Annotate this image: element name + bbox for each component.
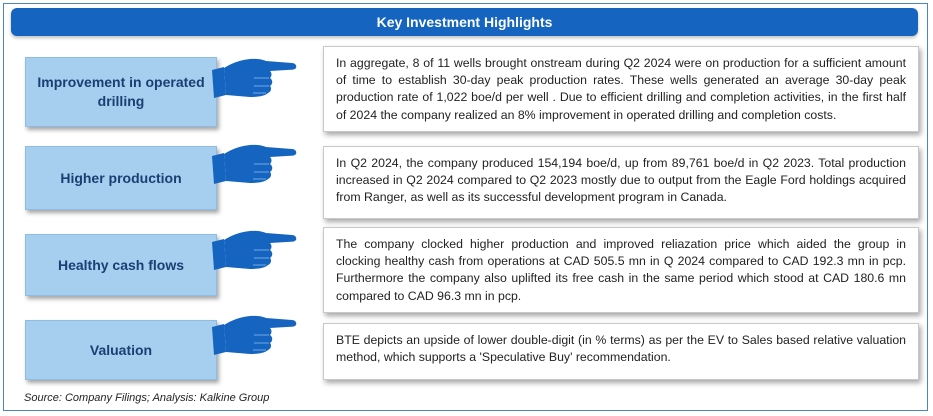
pointing-hand-icon — [210, 226, 298, 278]
label-valuation: Valuation — [25, 320, 217, 380]
label-healthy-cash-flows: Healthy cash flows — [25, 234, 217, 296]
label-improvement-in-operated-drilling: Improvement in operated drilling — [25, 57, 217, 127]
highlight-text-valuation: BTE depicts an upside of lower double-di… — [323, 323, 919, 380]
label-higher-production: Higher production — [25, 146, 217, 210]
highlight-text-production: In Q2 2024, the company produced 154,194… — [323, 146, 919, 219]
pointing-hand-icon — [210, 140, 298, 192]
page-title: Key Investment Highlights — [11, 8, 918, 36]
highlight-text-cash-flows: The company clocked higher production an… — [323, 227, 919, 313]
highlight-text-drilling: In aggregate, 8 of 11 wells brought onst… — [323, 46, 919, 132]
pointing-hand-icon — [210, 54, 298, 106]
source-note: Source: Company Filings; Analysis: Kalki… — [24, 392, 270, 404]
pointing-hand-icon — [210, 311, 298, 363]
